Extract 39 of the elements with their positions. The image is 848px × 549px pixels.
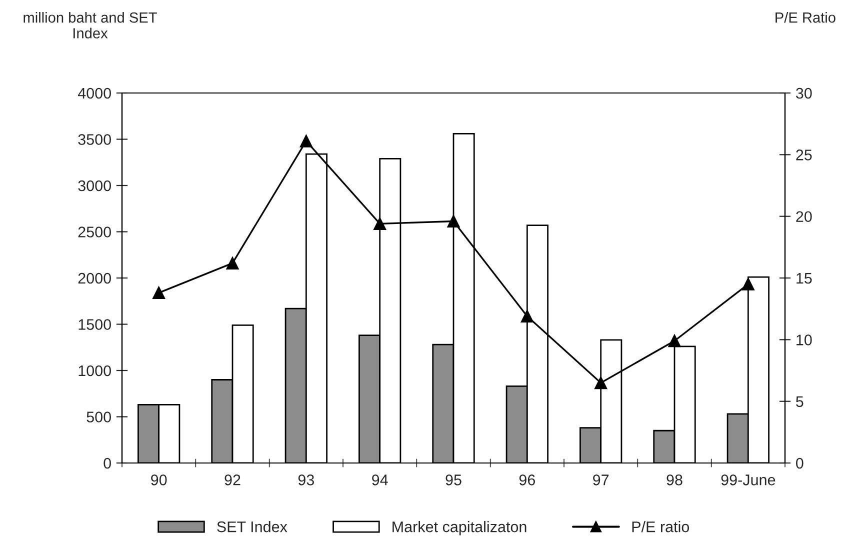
y2-tick-label: 10 [796,334,812,346]
y2-tick-label: 30 [796,88,812,99]
x-tick-label: 90 [151,474,167,486]
x-tick-label: 93 [298,474,314,486]
x-tick-label: 98 [666,474,682,486]
y-tick-label: 500 [86,412,111,422]
y-tick-label: 3000 [78,180,111,192]
y2-tick-label: 20 [796,211,812,222]
point [594,376,608,390]
y-tick-label: 0 [104,458,111,469]
point [300,134,312,148]
x-tick-label: 95 [446,474,462,486]
y2-tick-label: 25 [796,150,812,160]
legend-label: SET Index [217,521,288,532]
x-tick-label: 97 [593,474,609,486]
y2-tick-label: 15 [796,273,812,284]
y-tick-label: 1500 [78,319,111,330]
x-tick-label: 94 [372,474,388,486]
point [152,286,166,300]
point [668,334,681,348]
y-tick-label: 1000 [78,365,111,376]
y-tick-label: 2000 [78,272,111,284]
point [374,217,386,230]
point [447,215,460,228]
legend-label: P/E ratio [632,521,690,532]
y2-tick-label: 5 [796,396,804,408]
x-tick-label: 99-June [721,474,776,486]
y-tick-label: 2500 [78,226,111,238]
y-tick-label: 4000 [78,88,111,99]
point [742,278,754,290]
point [520,310,534,322]
y2-tick-label: 0 [796,458,804,469]
x-tick-label: 92 [224,474,240,486]
x-tick-label: 96 [519,474,535,486]
y2-axis-title: P/E Ratio [776,12,836,23]
y-tick-label: 3500 [78,134,111,145]
y-axis-title: million baht and SET Index [24,12,157,38]
point [226,256,239,270]
legend-label: Market capitalizaton [392,521,526,536]
